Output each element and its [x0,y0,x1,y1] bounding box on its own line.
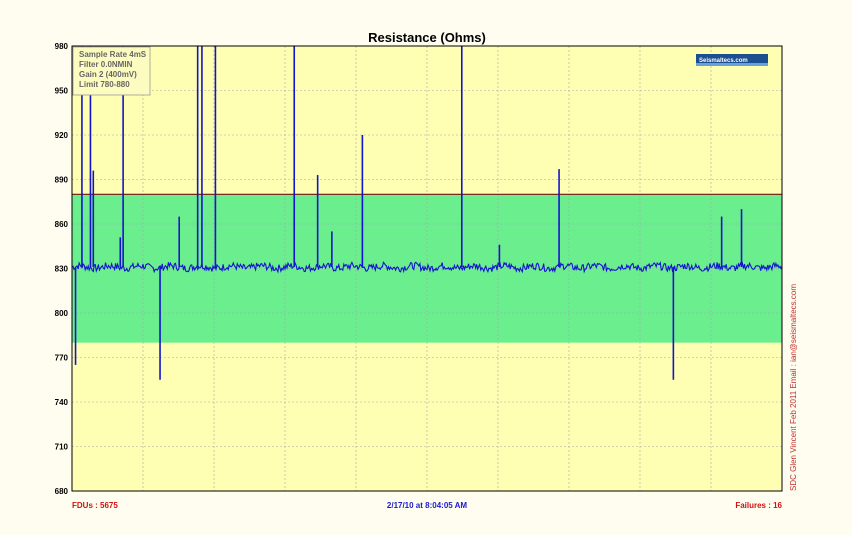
logo-text: Seismaltecs.com [699,58,748,64]
info-line-gain: Gain 2 (400mV) [79,70,137,79]
info-box: Sample Rate 4mS Filter 0.0NMIN Gain 2 (4… [72,46,151,96]
y-axis-ticks: 680 710 740 770 800 830 860 890 920 950 980 [55,42,69,496]
y-tick-label: 740 [55,398,69,407]
footer-failures: Failures : 16 [735,501,782,510]
y-tick-label: 890 [55,176,69,185]
footer-fdus: FDUs : 5675 [72,501,118,510]
chart-title: Resistance (Ohms) [368,30,486,45]
info-line-limit: Limit 780-880 [79,80,130,89]
credit-text: SDC Glen Vincent Feb 2011 Email : ian@se… [789,284,798,491]
y-tick-label: 710 [55,443,69,452]
y-tick-label: 830 [55,265,69,274]
y-tick-label: 770 [55,354,69,363]
footer-timestamp: 2/17/10 at 8:04:05 AM [387,501,468,510]
y-tick-label: 800 [55,309,69,318]
plot-frame [71,45,783,492]
y-tick-label: 860 [55,220,69,229]
series-trace [71,260,783,274]
y-tick-label: 950 [55,87,69,96]
info-line-sample-rate: Sample Rate 4mS [79,50,147,59]
y-tick-label: 680 [55,487,69,496]
info-line-filter: Filter 0.0NMIN [79,60,133,69]
y-tick-label: 980 [55,42,69,51]
logo: Seismaltecs.com [696,54,768,66]
y-tick-label: 920 [55,131,69,140]
